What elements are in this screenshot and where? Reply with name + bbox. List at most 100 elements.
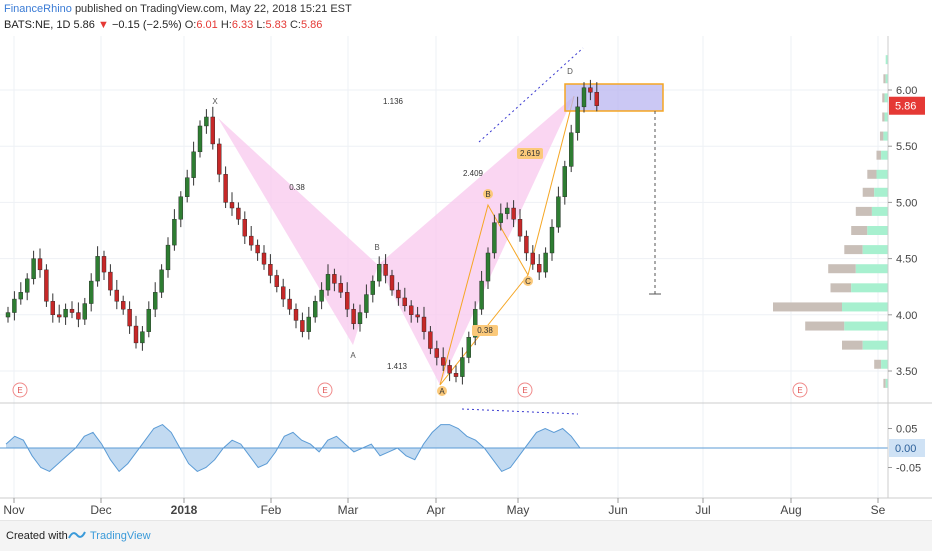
candle-body (293, 308, 299, 321)
time-tick-label: Nov (3, 503, 24, 517)
candle-body (389, 275, 395, 291)
candle-body (325, 274, 331, 291)
high-value: 6.33 (231, 19, 254, 31)
time-tick-label: 2018 (171, 503, 198, 517)
candle-body (357, 312, 363, 324)
earnings-event-marker (792, 382, 808, 398)
volume-bar-up (884, 112, 888, 122)
candle-body (396, 289, 401, 299)
candle-body (229, 202, 235, 209)
pattern-point-label: B (374, 243, 379, 252)
volume-bar-up (885, 55, 888, 65)
candle-body (319, 289, 324, 302)
target-zone[interactable] (564, 83, 664, 112)
candle-body (261, 252, 267, 265)
candle-body (479, 280, 484, 310)
candle-body (120, 301, 126, 310)
time-tick-label: Mar (338, 503, 359, 517)
target-box (478, 47, 664, 295)
candle-body (44, 269, 49, 302)
candle-body (268, 264, 273, 276)
candle-body (338, 283, 343, 293)
ratio-label: 2.409 (463, 169, 484, 178)
pattern-cd-leg (527, 95, 575, 276)
volume-bar-down (842, 340, 863, 350)
volume-bar-down (883, 74, 886, 84)
volume-bar-up (851, 283, 888, 293)
author-link[interactable]: FinanceRhino (4, 3, 72, 15)
volume-bar-up (885, 74, 888, 84)
price-tick-label: 6.00 (896, 85, 917, 97)
symbol-name[interactable]: BATS:NE, 1D (4, 19, 71, 31)
oscillator-value-label: 0.00 (895, 443, 916, 455)
ratio-badge (517, 148, 543, 159)
time-tick-label: Jun (608, 503, 627, 517)
earnings-event-marker (12, 382, 28, 398)
time-tick-label: Jul (695, 503, 710, 517)
candle-body (530, 252, 535, 265)
pattern-point-label: C (525, 277, 531, 286)
volume-bar-up (881, 359, 888, 369)
candle-body (517, 219, 523, 237)
candle-body (5, 312, 11, 318)
volume-bar-up (871, 206, 888, 216)
candle-body (204, 116, 209, 127)
volume-bar-up (874, 187, 888, 197)
open-label: O: (184, 19, 197, 31)
oscillator-tick-label: 0.05 (896, 424, 917, 436)
earnings-event-label: E (797, 386, 802, 395)
candle-body (524, 235, 529, 254)
earnings-event-marker (517, 382, 533, 398)
candle-body (421, 316, 427, 332)
volume-bar-down (805, 321, 845, 331)
candle-body (37, 258, 43, 271)
candle-body (581, 87, 587, 108)
current-price-label: 5.86 (895, 101, 916, 113)
volume-bar-down (874, 359, 882, 369)
candle-body (133, 325, 139, 344)
candle-body (332, 274, 337, 284)
volume-bar-down (855, 206, 872, 216)
candle-body (127, 308, 132, 327)
candle-body (255, 244, 260, 254)
candle-body (556, 196, 561, 228)
candle-body (537, 264, 542, 273)
candle-body (82, 303, 88, 320)
candle-body (57, 314, 62, 318)
grid (0, 36, 888, 498)
candle-body (370, 280, 375, 295)
candle-body (25, 278, 30, 293)
oscillator-pane (0, 402, 932, 473)
candle-body (281, 286, 286, 300)
candle-body (588, 87, 593, 93)
pattern-point-badge (483, 189, 493, 199)
tradingview-brand[interactable]: TradingView (90, 530, 151, 542)
volume-bar-up (883, 131, 888, 141)
candle-body (575, 106, 580, 133)
candle-body (409, 305, 414, 316)
candle-body (402, 297, 407, 307)
candle-body (146, 308, 152, 332)
published-text: published on TradingView.com, May 22, 20… (74, 3, 352, 15)
candle-body (63, 308, 68, 318)
volume-bar-down (862, 187, 875, 197)
volume-bar-down (828, 264, 856, 274)
tradingview-logo-icon[interactable] (68, 528, 86, 542)
candle-body (466, 337, 471, 358)
candle-body (300, 320, 305, 332)
close-label: C: (289, 19, 301, 31)
oscillator-tick-label: -0.05 (896, 463, 921, 475)
candle-body (101, 256, 107, 273)
candle-body (191, 151, 196, 178)
candle-body (453, 373, 459, 377)
volume-bar-up (885, 378, 888, 388)
volume-bar-down (879, 131, 884, 141)
current-price-badge (889, 96, 925, 115)
candle-body (69, 308, 75, 313)
close-value: 5.86 (300, 19, 323, 31)
candle-body (428, 331, 433, 349)
volume-bar-up (862, 245, 888, 255)
candle-body (159, 269, 164, 293)
candle-body (236, 207, 241, 220)
